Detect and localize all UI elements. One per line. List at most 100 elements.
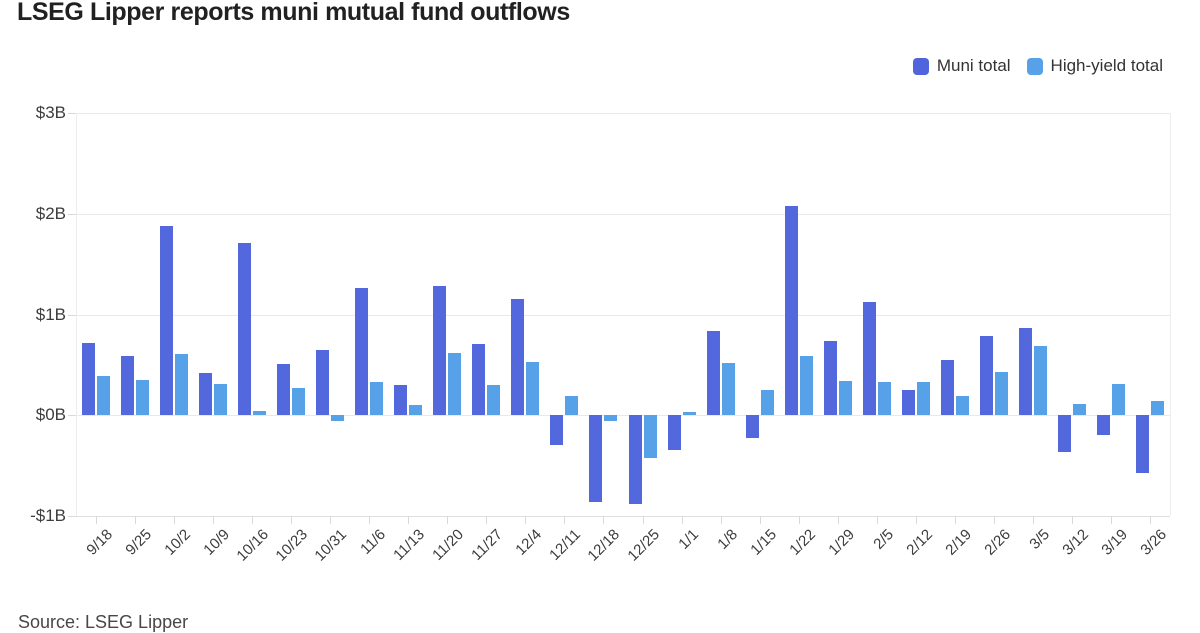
bar-muni-3-26 xyxy=(1136,415,1150,473)
x-tick-11-27 xyxy=(486,516,488,524)
x-tick-10-2 xyxy=(173,516,175,524)
y-axis-tick xyxy=(68,415,76,417)
x-label-1-8: 1/8 xyxy=(713,526,741,553)
bar-muni-1-8 xyxy=(706,330,720,416)
x-label-1-1: 1/1 xyxy=(674,526,702,553)
x-tick-12-18 xyxy=(603,516,605,524)
y-axis-label-$0B: $0B xyxy=(35,405,66,425)
bar-muni-11-13 xyxy=(394,385,408,416)
bar-muni-12-18 xyxy=(589,415,603,502)
x-tick-2-5 xyxy=(876,516,878,524)
x-label-3-26: 3/26 xyxy=(1137,526,1171,559)
bar-muni-9-25 xyxy=(120,355,134,416)
x-label-2-12: 2/12 xyxy=(903,526,937,559)
x-tick-12-25 xyxy=(642,516,644,524)
bar-high-yield-11-27 xyxy=(487,385,501,416)
y-axis-label-$3B: $3B xyxy=(35,103,66,122)
y-axis-label--$1B: -$1B xyxy=(30,506,66,525)
plot-left-border xyxy=(76,113,77,516)
x-tick-3-26 xyxy=(1150,516,1152,524)
bar-high-yield-10-2 xyxy=(174,353,188,416)
bar-muni-12-4 xyxy=(511,299,525,416)
bar-high-yield-3-19 xyxy=(1112,384,1126,416)
bar-high-yield-1-15 xyxy=(760,390,774,416)
bar-muni-11-20 xyxy=(433,286,447,416)
bar-muni-1-22 xyxy=(784,205,798,416)
bar-high-yield-12-25 xyxy=(643,415,657,458)
bar-high-yield-2-12 xyxy=(917,382,931,416)
x-tick-3-5 xyxy=(1033,516,1035,524)
bar-high-yield-9-18 xyxy=(96,375,110,416)
bar-high-yield-12-11 xyxy=(565,396,579,416)
legend: Muni total High-yield total xyxy=(912,56,1163,76)
bar-high-yield-2-5 xyxy=(877,382,891,416)
bar-high-yield-11-6 xyxy=(370,382,384,416)
bar-high-yield-3-5 xyxy=(1034,345,1048,416)
x-tick-10-23 xyxy=(290,516,292,524)
x-label-12-18: 12/18 xyxy=(584,526,624,565)
bar-high-yield-1-29 xyxy=(838,380,852,416)
bar-muni-1-29 xyxy=(823,340,837,416)
x-label-1-22: 1/22 xyxy=(786,526,819,559)
x-label-10-9: 10/9 xyxy=(200,526,233,559)
bar-high-yield-2-19 xyxy=(956,396,970,416)
plot-right-border xyxy=(1170,113,1171,516)
bar-high-yield-10-23 xyxy=(291,388,305,416)
bar-high-yield-3-12 xyxy=(1073,404,1087,416)
x-label-3-19: 3/19 xyxy=(1098,526,1132,559)
bar-high-yield-12-18 xyxy=(604,415,618,422)
x-label-11-27: 11/27 xyxy=(468,526,507,564)
bar-high-yield-1-1 xyxy=(682,412,696,416)
x-tick-10-16 xyxy=(251,516,253,524)
x-label-11-13: 11/13 xyxy=(390,526,429,564)
bar-high-yield-2-26 xyxy=(995,371,1009,416)
bar-muni-3-5 xyxy=(1019,327,1033,416)
x-tick-12-11 xyxy=(564,516,566,524)
x-tick-3-12 xyxy=(1072,516,1074,524)
x-label-12-4: 12/4 xyxy=(512,526,546,559)
bar-high-yield-12-4 xyxy=(526,361,540,416)
bar-high-yield-11-13 xyxy=(409,405,423,416)
chart-title: LSEG Lipper reports muni mutual fund out… xyxy=(17,0,570,26)
bar-muni-12-11 xyxy=(550,415,564,446)
bar-muni-1-15 xyxy=(745,415,759,439)
x-tick-9-25 xyxy=(134,516,136,524)
x-label-1-15: 1/15 xyxy=(747,526,780,559)
x-tick-1-15 xyxy=(759,516,761,524)
x-label-9-18: 9/18 xyxy=(82,526,116,559)
gridline-$2B xyxy=(76,213,1170,215)
x-label-10-23: 10/23 xyxy=(272,526,311,565)
x-label-2-5: 2/5 xyxy=(870,526,897,553)
bar-high-yield-11-20 xyxy=(448,352,462,416)
high-yield-total-swatch-icon xyxy=(1026,57,1043,75)
gridline-$3B xyxy=(76,113,1170,114)
x-tick-11-13 xyxy=(408,516,410,524)
legend-label-muni-total: Muni total xyxy=(936,56,1011,75)
y-axis-tick xyxy=(68,516,76,517)
x-tick-2-26 xyxy=(994,516,996,524)
bar-muni-3-19 xyxy=(1097,415,1111,436)
bar-muni-10-2 xyxy=(159,225,173,416)
bar-muni-12-25 xyxy=(628,415,642,504)
legend-item-muni-total: Muni total xyxy=(912,56,1011,76)
bar-high-yield-10-31 xyxy=(330,415,344,422)
bar-muni-11-6 xyxy=(355,288,369,416)
x-tick-1-29 xyxy=(837,516,839,524)
bar-muni-2-12 xyxy=(902,390,916,416)
x-label-3-5: 3/5 xyxy=(1026,526,1054,553)
bar-muni-9-18 xyxy=(81,342,95,416)
muni-total-swatch-icon xyxy=(912,57,929,75)
y-axis-tick xyxy=(68,113,76,114)
bar-high-yield-10-16 xyxy=(252,411,266,416)
x-label-2-26: 2/26 xyxy=(981,526,1015,559)
x-tick-3-19 xyxy=(1111,516,1113,524)
x-label-3-12: 3/12 xyxy=(1059,526,1093,559)
x-tick-2-12 xyxy=(916,516,918,524)
x-tick-10-9 xyxy=(212,516,214,524)
x-tick-2-19 xyxy=(955,516,957,524)
x-label-1-29: 1/29 xyxy=(825,526,858,559)
x-tick-9-18 xyxy=(95,516,97,524)
x-label-11-6: 11/6 xyxy=(357,526,390,558)
y-axis-label-$2B: $2B xyxy=(35,203,66,223)
